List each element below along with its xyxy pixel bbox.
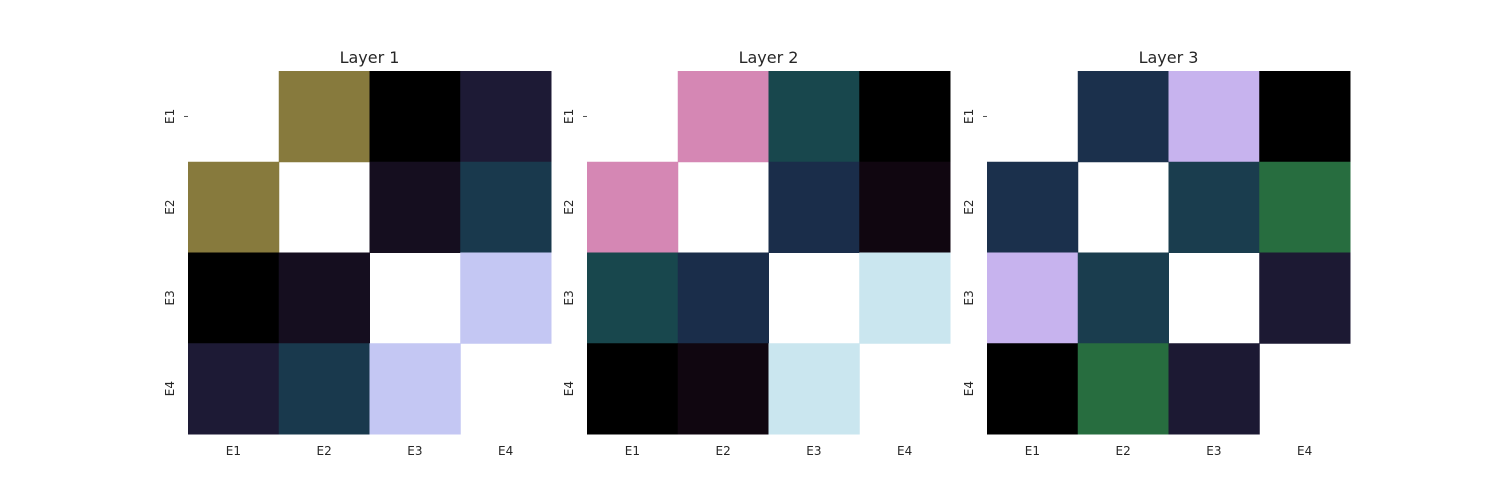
heatmap-cell [768,161,860,253]
heatmap-cell [1077,252,1169,344]
y-tick-label: E3 [163,290,177,305]
heatmap-panel-2: Layer 2 E1 E2 E3 E4 E1 E2 E3 E4 [562,48,951,458]
x-tick-label: E1 [1025,444,1040,458]
heatmap-cell [188,252,280,344]
heatmap-cell [1259,252,1351,344]
y-tick-label: E4 [562,381,576,396]
y-tick-label: E1 [163,109,177,124]
heatmap-cell [460,252,552,344]
y-tick-label: E4 [962,381,976,396]
heatmap-cell [587,343,679,435]
heatmap-cell [768,343,860,435]
y-tick-label: E3 [562,290,576,305]
y-tick-label: E4 [163,381,177,396]
heatmap-cell [1259,161,1351,253]
x-tick-label: E1 [625,444,640,458]
panel-title: Layer 1 [340,48,400,67]
heatmap-cell [1168,71,1260,163]
heatmap-cell [768,71,860,163]
heatmap-panels: Layer 1 E1 E2 E3 E4 E1 E2 E3 E4 Layer 2 E1 E2 E3 E4 E1… [163,48,1351,458]
heatmap-cell [188,161,280,253]
x-tick-label: E2 [716,444,731,458]
heatmap-cell [987,252,1079,344]
y-tick-label: E1 [962,109,976,124]
heatmap-cell [1259,71,1351,163]
heatmap-cell [278,71,370,163]
x-tick-label: E3 [806,444,821,458]
heatmap-cell [587,161,679,253]
heatmap-cell [677,343,769,435]
y-tick-label: E2 [562,200,576,215]
x-tick-label: E3 [407,444,422,458]
heatmap-cell [587,252,679,344]
x-tick-label: E2 [1116,444,1131,458]
x-tick-label: E4 [498,444,513,458]
x-tick-label: E3 [1206,444,1221,458]
x-tick-label: E4 [897,444,912,458]
heatmap-cell [1077,343,1169,435]
heatmap-cell [369,161,461,253]
heatmap-cell [460,161,552,253]
heatmap-cell [859,71,951,163]
heatmap-panel-1: Layer 1 E1 E2 E3 E4 E1 E2 E3 E4 [163,48,552,458]
x-tick-label: E4 [1297,444,1312,458]
heatmap-cell [859,252,951,344]
heatmap-cell [987,343,1079,435]
y-tick-label: E3 [962,290,976,305]
heatmap-cell [677,252,769,344]
heatmap-cell [677,71,769,163]
heatmap-cell [987,161,1079,253]
heatmap-panel-3: Layer 3 E1 E2 E3 E4 E1 E2 E3 E4 [962,48,1351,458]
heatmap-cell [278,343,370,435]
y-tick-label: E2 [163,200,177,215]
heatmap-cell [278,252,370,344]
panel-title: Layer 2 [739,48,799,67]
heatmap-cell [1168,343,1260,435]
x-tick-label: E2 [317,444,332,458]
heatmap-cell [369,71,461,163]
y-tick-label: E1 [562,109,576,124]
panel-title: Layer 3 [1139,48,1199,67]
heatmap-cell [859,161,951,253]
heatmap-cell [1168,161,1260,253]
heatmap-cell [1077,71,1169,163]
y-tick-label: E2 [962,200,976,215]
heatmap-cell [369,343,461,435]
heatmap-cell [188,343,280,435]
x-tick-label: E1 [226,444,241,458]
heatmap-cell [460,71,552,163]
